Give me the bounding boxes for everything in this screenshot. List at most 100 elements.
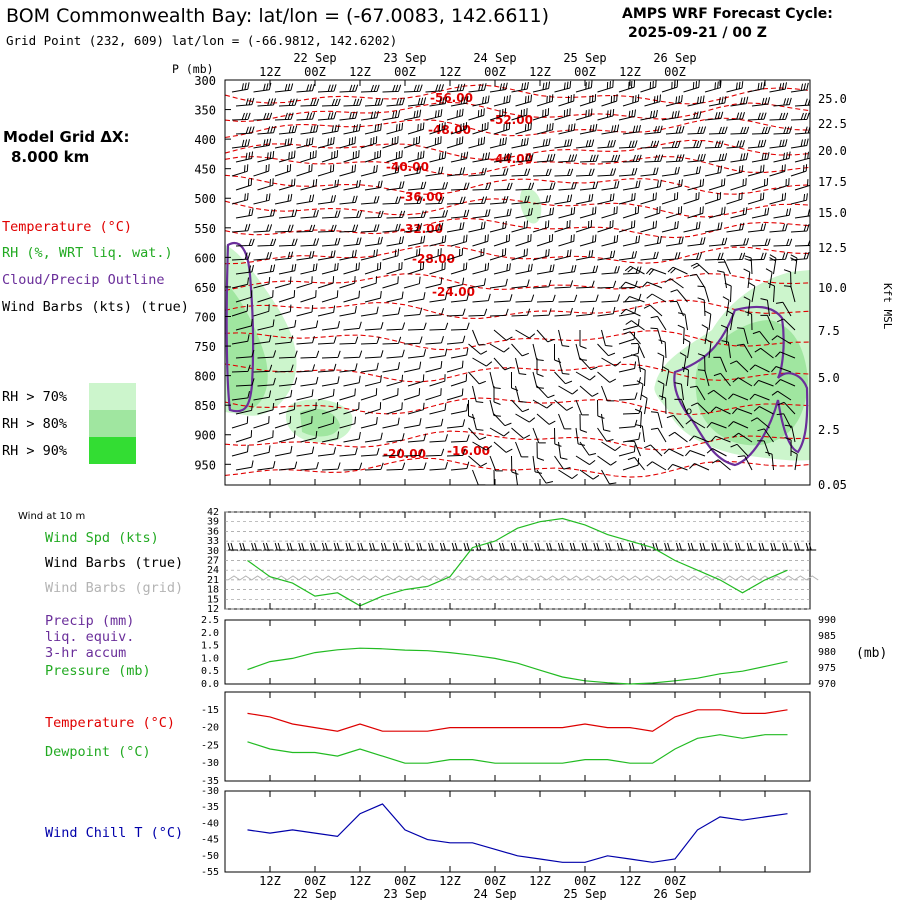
wind-barb — [425, 361, 443, 373]
wind-barb — [708, 206, 726, 219]
wind-barb — [743, 268, 751, 289]
wind-barb — [601, 234, 619, 247]
true-wind-barb — [770, 542, 781, 551]
temperature-contour — [225, 244, 810, 265]
temperature-contour-label: -16.00 — [447, 444, 490, 458]
true-wind-barb — [463, 542, 474, 551]
wind-barb — [429, 122, 446, 135]
wind-barb — [747, 223, 767, 233]
wind-barb — [515, 207, 533, 219]
wind-barb — [618, 109, 636, 121]
true-wind-barb — [510, 542, 522, 551]
wind-barb — [622, 432, 641, 443]
wind-barb — [489, 308, 509, 317]
wind-barb — [257, 350, 277, 359]
wind-barb — [253, 364, 273, 373]
wind-barb — [339, 447, 358, 457]
wind-barb — [493, 122, 511, 135]
wind-barb — [650, 327, 663, 345]
wind-barb — [403, 166, 422, 177]
wind-barb — [689, 273, 706, 289]
wind-barb — [274, 112, 294, 121]
pressure-tick-label: 850 — [194, 399, 216, 413]
wind-barb — [773, 151, 791, 163]
wind-barb — [643, 304, 663, 317]
wind-barb — [640, 167, 659, 177]
wind-barb — [360, 448, 380, 457]
wind-barb — [697, 369, 710, 387]
wind-barb — [532, 399, 553, 409]
wind-barb — [683, 80, 700, 93]
wind-barb — [472, 413, 484, 431]
grid-wind-barb — [463, 575, 477, 581]
wind-barb — [536, 264, 555, 275]
height-tick-label: 0.05 — [818, 478, 847, 492]
wind-barb — [429, 182, 448, 191]
pressure-panel-frame — [224, 619, 811, 685]
wind-barb — [558, 123, 576, 135]
pressure-tick-label: 500 — [194, 192, 216, 206]
wind-barb — [425, 196, 445, 205]
wind-barb — [407, 402, 425, 415]
wind-barb — [274, 193, 293, 205]
precip-tick-label: 2.0 — [201, 628, 219, 639]
height-tick-label: 10.0 — [818, 281, 847, 295]
wind-barb — [360, 195, 380, 205]
wind-barb — [425, 308, 444, 317]
wind-barb — [364, 462, 384, 471]
legend-precip-accum: 3-hr accum — [45, 645, 126, 661]
wind-barb — [468, 108, 485, 121]
wind-barb — [317, 336, 337, 345]
wind-barb — [622, 318, 640, 331]
wind-barb — [730, 126, 750, 135]
wind-barb — [472, 234, 489, 247]
true-wind-barb — [664, 542, 675, 551]
time-axis-bottom-label: 00Z — [574, 874, 596, 888]
wind-barb — [382, 165, 400, 177]
wind-barb — [558, 413, 572, 430]
wind-barb — [450, 262, 468, 275]
wind-barb — [783, 269, 792, 289]
wind-barb — [257, 150, 275, 163]
wind-barb — [650, 411, 663, 429]
height-tick-label: 22.5 — [818, 117, 847, 131]
true-wind-barb — [734, 542, 746, 551]
wind-barb — [670, 289, 688, 303]
wind-barb — [407, 235, 426, 247]
wind-barb — [321, 320, 340, 331]
wind-barb — [790, 450, 798, 471]
wind-barb — [429, 210, 448, 219]
wind-chill-tick-label: -50 — [201, 851, 219, 862]
wind-barb — [300, 461, 319, 471]
true-wind-barb — [392, 542, 404, 551]
wind-barb — [674, 398, 688, 415]
wind-barb — [468, 136, 486, 149]
temperature-contour-label: -48.00 — [428, 123, 471, 137]
wind-barb — [253, 334, 272, 345]
wind-barb — [446, 308, 466, 317]
time-axis-top-label: 12Z — [259, 65, 281, 79]
wind-barb — [640, 140, 660, 149]
wind-barb — [382, 336, 402, 345]
wind-barb — [425, 166, 444, 177]
wind-barb — [403, 336, 423, 345]
legend-wind-barbs-true: Wind Barbs (true) — [45, 555, 183, 571]
wind-barb — [493, 441, 513, 453]
wind-barb — [665, 206, 683, 219]
wind-barb — [407, 433, 427, 443]
wind-barb — [661, 110, 680, 121]
wind-barb — [515, 234, 532, 247]
wind-barb — [575, 249, 594, 261]
wind-barb — [321, 179, 339, 191]
wind-barb — [274, 137, 293, 149]
wind-barb — [468, 278, 486, 289]
date-top-label: 26 Sep — [653, 51, 696, 65]
wind-barb — [429, 96, 448, 107]
wind-barb — [382, 388, 399, 401]
wind-barb — [665, 179, 683, 191]
wind-barb — [450, 322, 470, 331]
wind-barb — [300, 98, 320, 107]
wind-barb — [317, 250, 336, 261]
wind-barb — [425, 448, 445, 457]
true-wind-barb — [286, 542, 297, 551]
